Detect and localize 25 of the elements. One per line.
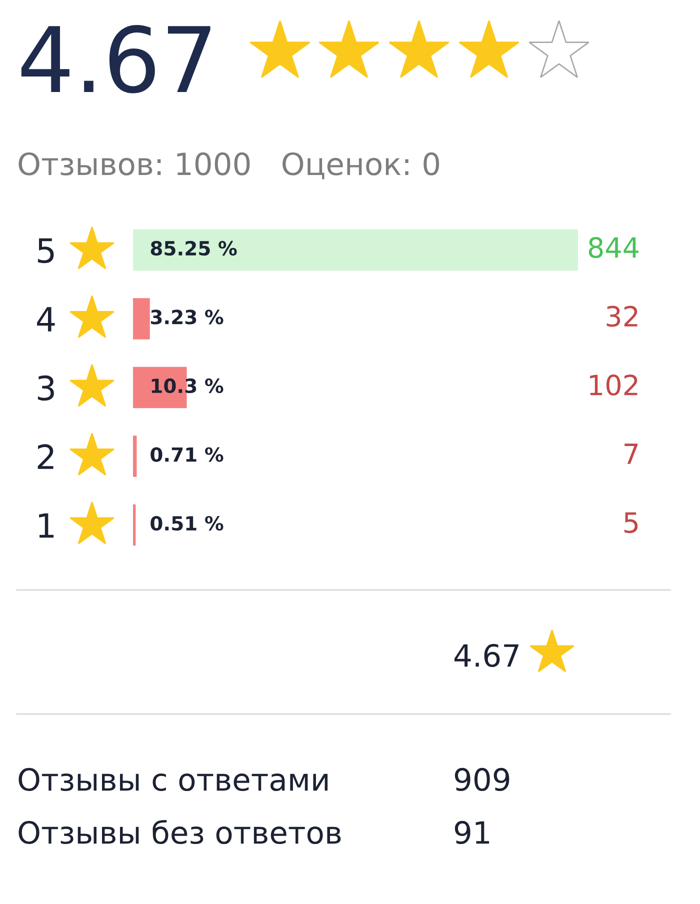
data-label: 3.23 % bbox=[150, 310, 224, 324]
y-tick-label: 4 bbox=[37, 307, 55, 332]
text: 4.67 bbox=[21, 24, 210, 94]
y-tick-label: 3 bbox=[38, 375, 54, 401]
y-tick-label: 5 bbox=[38, 238, 54, 264]
text: 844 bbox=[588, 237, 638, 258]
text: 102 bbox=[590, 374, 638, 396]
y-tick-label: 1 bbox=[39, 513, 54, 538]
text: 7 bbox=[624, 444, 638, 464]
text: 32 bbox=[606, 306, 638, 327]
data-label: 0.51 % bbox=[150, 516, 224, 531]
bar bbox=[133, 504, 136, 546]
chart-subtitle: Отзывов: 1000 Оценок: 0 bbox=[18, 152, 440, 180]
text: 91 bbox=[454, 820, 490, 844]
y-tick-label: 2 bbox=[38, 444, 54, 469]
bar bbox=[133, 298, 150, 340]
data-label: 0.71 % bbox=[150, 447, 224, 462]
text: 4.67 bbox=[454, 644, 518, 668]
bar bbox=[133, 436, 137, 477]
data-label: 85.25 % bbox=[150, 240, 237, 256]
text: 5 bbox=[624, 512, 638, 534]
bar bbox=[133, 229, 578, 271]
text: Отзывы без ответов bbox=[18, 820, 341, 844]
text: Отзывы с ответами bbox=[18, 768, 328, 792]
text: 909 bbox=[454, 768, 510, 792]
